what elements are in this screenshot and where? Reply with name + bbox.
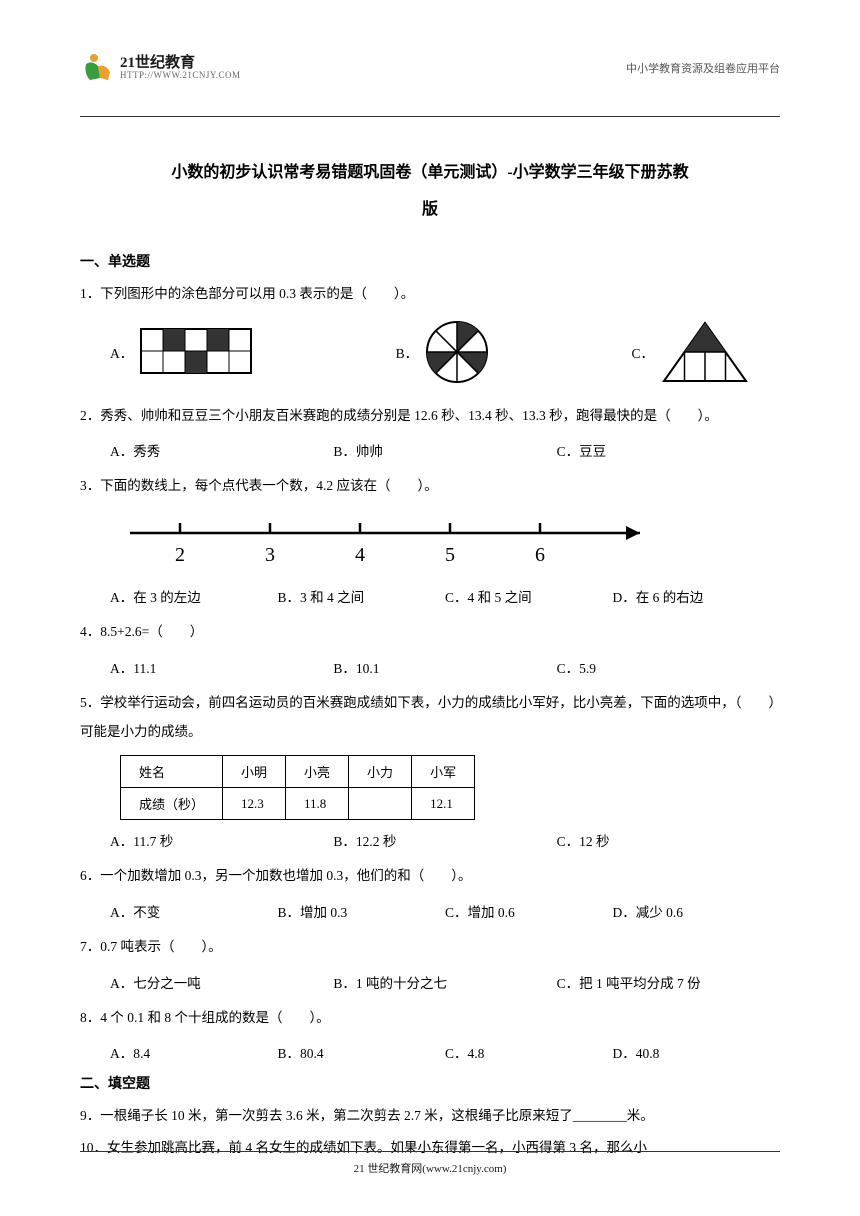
tick-6: 6	[535, 544, 545, 566]
q1-optB-label: B．	[396, 342, 419, 362]
q2-optA: A．秀秀	[110, 438, 333, 465]
question-2-options: A．秀秀 B．帅帅 C．豆豆	[110, 438, 780, 465]
q7-optB: B．1 吨的十分之七	[333, 970, 556, 997]
tick-4: 4	[355, 544, 365, 566]
question-2: 2．秀秀、帅帅和豆豆三个小朋友百米赛跑的成绩分别是 12.6 秒、13.4 秒、…	[80, 401, 780, 431]
q1-optA-label: A．	[110, 342, 133, 362]
logo-cn: 21世纪教育	[120, 55, 241, 72]
question-1: 1．下列图形中的涂色部分可以用 0.3 表示的是（ ）。	[80, 279, 780, 309]
q6-optC: C．增加 0.6	[445, 899, 613, 926]
q6-optB: B．增加 0.3	[278, 899, 446, 926]
table-row: 姓名 小明 小亮 小力 小军	[121, 756, 475, 788]
question-4: 4．8.5+2.6=（ ）	[80, 617, 780, 647]
page-footer: 21 世纪教育网(www.21cnjy.com)	[0, 1151, 860, 1176]
page-container: 21世纪教育 HTTP://WWW.21CNJY.COM 中小学教育资源及组卷应…	[0, 0, 860, 1216]
q2-optB: B．帅帅	[333, 438, 556, 465]
q4-optC: C．5.9	[557, 655, 780, 682]
q8-optC: C．4.8	[445, 1040, 613, 1067]
q5-table: 姓名 小明 小亮 小力 小军 成绩（秒） 12.3 11.8 12.1	[120, 755, 475, 820]
table-cell: 12.3	[223, 788, 286, 820]
question-5-options: A．11.7 秒 B．12.2 秒 C．12 秒	[110, 828, 780, 855]
question-8: 8．4 个 0.1 和 8 个十组成的数是（ ）。	[80, 1003, 780, 1033]
tick-3: 3	[265, 544, 275, 566]
table-cell: 成绩（秒）	[121, 788, 223, 820]
question-7-options: A．七分之一吨 B．1 吨的十分之七 C．把 1 吨平均分成 7 份	[110, 970, 780, 997]
q5-optC: C．12 秒	[557, 828, 780, 855]
header-divider	[80, 116, 780, 117]
title-line1: 小数的初步认识常考易错题巩固卷（单元测试）-小学数学三年级下册苏教	[171, 164, 688, 181]
number-line: 2 3 4 5 6	[120, 513, 780, 576]
triangle-icon	[660, 319, 750, 385]
q3-optA: A．在 3 的左边	[110, 584, 278, 611]
table-cell	[349, 788, 412, 820]
tick-2: 2	[175, 544, 185, 566]
footer-divider	[80, 1151, 780, 1152]
q5-optA: A．11.7 秒	[110, 828, 333, 855]
q1-option-b: B．	[396, 319, 491, 385]
q8-optD: D．40.8	[613, 1040, 781, 1067]
page-header: 21世纪教育 HTTP://WWW.21CNJY.COM 中小学教育资源及组卷应…	[80, 50, 780, 86]
pie-circle-icon	[424, 319, 490, 385]
logo-text: 21世纪教育 HTTP://WWW.21CNJY.COM	[120, 55, 241, 81]
q1-option-a: A．	[110, 327, 254, 377]
tick-5: 5	[445, 544, 455, 566]
question-5: 5．学校举行运动会，前四名运动员的百米赛跑成绩如下表，小力的成绩比小军好，比小亮…	[80, 688, 780, 747]
question-1-options: A． B．	[110, 319, 750, 385]
section-2-heading: 二、填空题	[80, 1073, 780, 1093]
q8-optB: B．80.4	[278, 1040, 446, 1067]
logo: 21世纪教育 HTTP://WWW.21CNJY.COM	[80, 50, 241, 86]
q4-optA: A．11.1	[110, 655, 333, 682]
logo-icon	[80, 50, 116, 86]
q2-optC: C．豆豆	[557, 438, 780, 465]
question-8-options: A．8.4 B．80.4 C．4.8 D．40.8	[110, 1040, 780, 1067]
q7-optC: C．把 1 吨平均分成 7 份	[557, 970, 780, 997]
rectangle-grid-icon	[139, 327, 254, 377]
q5-optB: B．12.2 秒	[333, 828, 556, 855]
q7-optA: A．七分之一吨	[110, 970, 333, 997]
title-line2: 版	[80, 194, 780, 226]
q3-optD: D．在 6 的右边	[613, 584, 781, 611]
table-cell: 11.8	[286, 788, 349, 820]
section-1-heading: 一、单选题	[80, 251, 780, 271]
table-cell: 姓名	[121, 756, 223, 788]
table-cell: 小军	[412, 756, 475, 788]
table-row: 成绩（秒） 12.3 11.8 12.1	[121, 788, 475, 820]
question-3-options: A．在 3 的左边 B．3 和 4 之间 C．4 和 5 之间 D．在 6 的右…	[110, 584, 780, 611]
q8-optA: A．8.4	[110, 1040, 278, 1067]
question-6-options: A．不变 B．增加 0.3 C．增加 0.6 D．减少 0.6	[110, 899, 780, 926]
q3-optB: B．3 和 4 之间	[278, 584, 446, 611]
q1-option-c: C．	[631, 319, 750, 385]
question-7: 7．0.7 吨表示（ ）。	[80, 932, 780, 962]
question-4-options: A．11.1 B．10.1 C．5.9	[110, 655, 780, 682]
q4-optB: B．10.1	[333, 655, 556, 682]
q6-optD: D．减少 0.6	[613, 899, 781, 926]
document-title: 小数的初步认识常考易错题巩固卷（单元测试）-小学数学三年级下册苏教 版	[80, 157, 780, 226]
q1-optC-label: C．	[631, 342, 654, 362]
question-9: 9．一根绳子长 10 米，第一次剪去 3.6 米，第二次剪去 2.7 米，这根绳…	[80, 1101, 780, 1131]
logo-url: HTTP://WWW.21CNJY.COM	[120, 71, 241, 81]
table-cell: 小力	[349, 756, 412, 788]
number-line-icon: 2 3 4 5 6	[120, 513, 660, 571]
table-cell: 小亮	[286, 756, 349, 788]
q3-optC: C．4 和 5 之间	[445, 584, 613, 611]
question-6: 6．一个加数增加 0.3，另一个加数也增加 0.3，他们的和（ ）。	[80, 861, 780, 891]
table-cell: 12.1	[412, 788, 475, 820]
question-3: 3．下面的数线上，每个点代表一个数，4.2 应该在（ ）。	[80, 471, 780, 501]
table-cell: 小明	[223, 756, 286, 788]
header-right-text: 中小学教育资源及组卷应用平台	[626, 60, 780, 76]
footer-text: 21 世纪教育网(www.21cnjy.com)	[354, 1163, 507, 1175]
q6-optA: A．不变	[110, 899, 278, 926]
